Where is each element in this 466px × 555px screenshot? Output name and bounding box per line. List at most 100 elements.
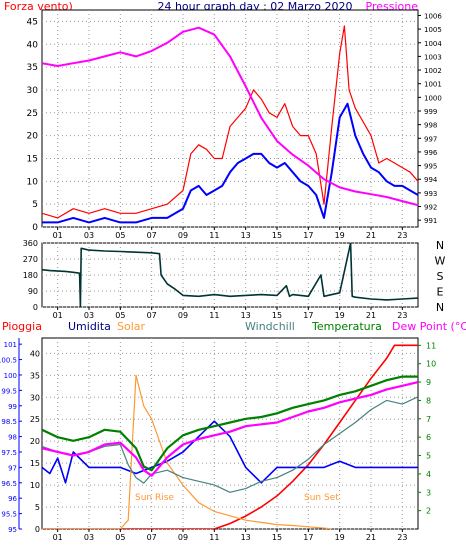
dew-point-tick-label: 8 (426, 396, 431, 405)
compass-label: W (435, 255, 446, 268)
x-tick-label: 03 (84, 311, 94, 320)
humidity-tick-label: 99.5 (1, 387, 17, 395)
pressure-tick-label: 1002 (424, 67, 442, 75)
humidity-tick-label: 98 (8, 434, 17, 442)
legend-humidity: Umidita (68, 320, 111, 333)
pressure-tick-label: 994 (424, 176, 438, 184)
rain-tick-label: 25 (30, 415, 40, 424)
x-tick-label: 13 (241, 533, 251, 542)
pressure-tick-label: 997 (424, 135, 437, 143)
x-tick-label: 17 (303, 533, 313, 542)
x-tick-label: 07 (147, 311, 157, 320)
humidity-tick-label: 99 (8, 403, 17, 411)
wind-tick-label: 40 (27, 40, 39, 50)
wind-pressure-series (42, 25, 418, 224)
x-tick-label: 17 (303, 311, 313, 320)
legend-dew-point: Dew Point (°C) (392, 320, 466, 333)
x-axis-bottom: 01 03 05 07 09 11 13 15 17 19 21 23 (53, 529, 407, 542)
pressure-tick-label: 998 (424, 122, 437, 130)
wind-average-line (42, 102, 418, 224)
x-tick-label: 19 (335, 533, 345, 542)
direction-tick-label: 90 (28, 287, 38, 296)
rain-tick-label: 10 (30, 481, 40, 490)
direction-tick-label: 0 (33, 303, 38, 312)
dew-point-tick-label: 6 (426, 433, 431, 442)
x-tick-label: 23 (397, 533, 407, 542)
humidity-tick-label: 95 (8, 526, 17, 534)
pressure-tick-label: 999 (424, 108, 437, 116)
humidity-tick-label: 96.5 (1, 480, 17, 488)
wind-tick-label: 35 (27, 63, 38, 73)
sun-set-marker: Sun Set (304, 493, 339, 503)
humidity-tick-label: 100 (4, 372, 17, 380)
pressure-axis: 991 992 993 994 995 996 997 998 999 1000 1001 1002 1… (418, 12, 442, 225)
humidity-tick-label: 97.5 (1, 449, 17, 457)
x-tick-label: 01 (53, 231, 63, 240)
windchill-line (42, 396, 418, 493)
x-tick-label: 13 (241, 311, 251, 320)
dew-point-tick-label: 7 (426, 415, 431, 424)
compass-label: S (437, 270, 444, 283)
pressure-tick-label: 1003 (424, 53, 442, 61)
x-tick-label: 19 (335, 311, 345, 320)
x-tick-label: 09 (178, 533, 188, 542)
x-tick-label: 01 (53, 533, 63, 542)
solar-line (42, 374, 332, 529)
direction-tick-label: 270 (23, 255, 38, 264)
wind-speed-axis: 0 5 10 15 20 25 30 35 40 45 (27, 17, 39, 233)
dew-point-tick-label: 5 (426, 452, 431, 461)
x-tick-label: 03 (84, 533, 94, 542)
pressure-tick-label: 995 (424, 163, 437, 171)
dew-point-tick-label: 11 (426, 341, 436, 350)
sun-rise-marker: Sun Rise (135, 493, 174, 503)
humidity-tick-label: 95.5 (1, 511, 17, 519)
x-tick-label: 11 (209, 311, 219, 320)
pressure-tick-label: 1000 (424, 94, 442, 102)
rain-tick-label: 30 (30, 393, 40, 402)
pressure-tick-label: 992 (424, 204, 437, 212)
humidity-axis: 95 95.5 96 96.5 97 97.5 98 98.5 99 99.5 100 100.5 10… (0, 338, 22, 534)
humidity-line (42, 420, 418, 484)
x-tick-label: 15 (272, 533, 282, 542)
wind-tick-label: 10 (27, 177, 39, 187)
wind-tick-label: 15 (27, 154, 38, 164)
x-tick-label: 09 (178, 231, 188, 240)
rain-tick-label: 0 (35, 525, 40, 534)
direction-tick-label: 360 (23, 239, 38, 248)
x-tick-label: 09 (178, 311, 188, 320)
x-tick-label: 11 (209, 231, 219, 240)
wind-direction-line (42, 243, 418, 307)
x-tick-label: 21 (366, 311, 376, 320)
direction-tick-label: 180 (23, 271, 38, 280)
pressure-tick-label: 993 (424, 190, 437, 198)
dew-point-tick-label: 10 (426, 360, 436, 369)
rain-tick-label: 40 (30, 349, 40, 358)
wind-gust-line (42, 25, 418, 219)
humidity-tick-label: 96 (8, 495, 17, 503)
wind-tick-label: 25 (27, 109, 38, 119)
humidity-tick-label: 98.5 (1, 418, 17, 426)
x-tick-label: 21 (366, 231, 376, 240)
rain-tick-label: 35 (30, 371, 40, 380)
x-axis-mid: 01 03 05 07 09 11 13 15 17 19 21 23 (53, 307, 407, 320)
temperature-line (42, 375, 418, 472)
x-tick-label: 05 (115, 311, 125, 320)
dew-point-axis: 2 3 4 5 6 7 8 9 10 11 (418, 341, 436, 516)
dew-point-line (42, 381, 418, 477)
legend-windchill: Windchill (245, 320, 295, 333)
rain-line (42, 344, 418, 529)
x-tick-label: 23 (397, 231, 407, 240)
x-axis-top: 01 03 05 07 09 11 13 15 17 19 21 23 (53, 227, 407, 240)
rain-axis: 0 5 10 15 20 25 30 35 40 (30, 349, 40, 534)
pressure-tick-label: 1006 (424, 12, 442, 20)
x-tick-label: 07 (147, 231, 157, 240)
rain-tick-label: 20 (30, 437, 40, 446)
legend-rain: Pioggia (2, 320, 42, 333)
temperature-panel (41, 337, 419, 530)
temperature-series (42, 344, 418, 529)
x-tick-label: 01 (53, 311, 63, 320)
dew-point-tick-label: 4 (426, 470, 431, 479)
compass-label: N (436, 301, 444, 314)
rain-tick-label: 15 (30, 459, 40, 468)
